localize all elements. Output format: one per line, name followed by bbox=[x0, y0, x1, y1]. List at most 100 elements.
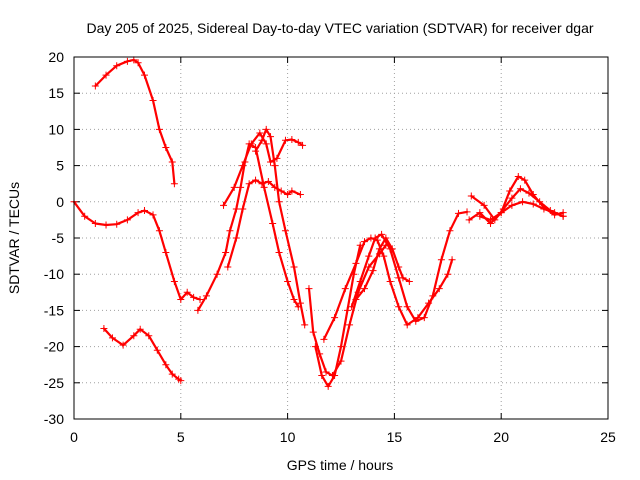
data-point bbox=[226, 227, 234, 235]
data-point bbox=[508, 201, 516, 209]
y-tick-label: 10 bbox=[48, 121, 64, 137]
y-tick-label: -10 bbox=[44, 266, 64, 282]
y-tick-label: 15 bbox=[48, 85, 64, 101]
y-tick-label: -15 bbox=[44, 302, 64, 318]
data-point bbox=[284, 277, 292, 285]
data-point bbox=[100, 325, 108, 332]
data-point bbox=[202, 292, 210, 300]
data-point bbox=[448, 256, 456, 264]
data-point bbox=[395, 274, 403, 282]
x-tick-label: 25 bbox=[600, 429, 616, 445]
data-point bbox=[162, 361, 170, 369]
data-point bbox=[252, 147, 260, 155]
data-point bbox=[521, 176, 529, 184]
series-pass-9 bbox=[311, 241, 364, 390]
data-point bbox=[275, 198, 283, 206]
data-point bbox=[232, 205, 240, 213]
data-point bbox=[134, 209, 142, 217]
x-tick-label: 0 bbox=[70, 429, 78, 445]
data-point bbox=[220, 201, 228, 209]
data-point bbox=[284, 191, 292, 199]
data-point bbox=[153, 346, 161, 354]
data-point bbox=[190, 293, 198, 301]
data-point bbox=[245, 180, 253, 188]
data-point bbox=[183, 288, 191, 296]
data-point bbox=[536, 198, 544, 206]
data-point bbox=[429, 292, 437, 300]
data-point bbox=[123, 57, 131, 65]
data-point bbox=[130, 332, 138, 340]
data-point bbox=[311, 343, 319, 351]
data-point bbox=[145, 332, 153, 340]
data-point bbox=[318, 372, 326, 380]
y-tick-label: 20 bbox=[48, 49, 64, 65]
data-point bbox=[331, 314, 339, 322]
data-point bbox=[360, 238, 368, 246]
data-point bbox=[559, 212, 567, 220]
data-point bbox=[551, 209, 559, 217]
data-point bbox=[412, 317, 420, 325]
x-tick-label: 5 bbox=[177, 429, 185, 445]
data-point bbox=[331, 372, 339, 380]
data-point bbox=[365, 263, 373, 271]
data-point bbox=[365, 252, 373, 260]
data-point bbox=[403, 321, 411, 329]
data-point bbox=[256, 129, 264, 137]
data-point bbox=[386, 277, 394, 285]
data-point bbox=[113, 220, 121, 228]
data-point bbox=[281, 136, 289, 144]
data-point bbox=[170, 277, 178, 285]
data-point bbox=[239, 162, 247, 170]
data-point bbox=[386, 245, 394, 253]
data-point bbox=[102, 71, 110, 79]
data-point bbox=[288, 136, 296, 144]
data-point bbox=[264, 178, 272, 186]
data-point bbox=[454, 209, 462, 217]
data-point bbox=[437, 256, 445, 264]
x-tick-label: 10 bbox=[280, 429, 296, 445]
data-point bbox=[352, 259, 360, 267]
data-point bbox=[529, 200, 537, 208]
series-line bbox=[470, 187, 565, 221]
data-point bbox=[168, 158, 176, 166]
data-point bbox=[130, 56, 138, 64]
series-line bbox=[226, 179, 302, 269]
data-point bbox=[275, 248, 283, 256]
data-point bbox=[395, 303, 403, 311]
data-point bbox=[506, 187, 514, 195]
data-point bbox=[290, 296, 298, 304]
data-point bbox=[296, 299, 304, 307]
data-point bbox=[324, 382, 332, 390]
data-point bbox=[299, 141, 307, 149]
data-point bbox=[309, 328, 317, 336]
data-point bbox=[380, 252, 388, 260]
series-line bbox=[254, 128, 306, 326]
series-pass-1 bbox=[91, 56, 178, 188]
data-point bbox=[341, 285, 349, 293]
data-point bbox=[237, 183, 245, 191]
series-pass-11 bbox=[352, 234, 413, 304]
series-pass-15 bbox=[476, 198, 567, 224]
data-point bbox=[258, 136, 266, 144]
data-point bbox=[108, 334, 116, 342]
data-point bbox=[230, 183, 238, 191]
data-point bbox=[119, 341, 127, 349]
data-point bbox=[155, 227, 163, 235]
data-point bbox=[305, 285, 313, 293]
y-tick-label: -25 bbox=[44, 375, 64, 391]
series-pass-5 bbox=[220, 129, 307, 209]
data-point bbox=[360, 285, 368, 293]
data-point bbox=[177, 296, 185, 304]
data-point bbox=[168, 370, 176, 378]
data-point bbox=[134, 59, 142, 67]
data-point bbox=[262, 140, 270, 148]
plot-frame bbox=[73, 56, 609, 420]
data-point bbox=[497, 209, 505, 217]
data-point bbox=[222, 248, 230, 256]
data-point bbox=[337, 343, 345, 351]
data-point bbox=[343, 306, 351, 314]
data-point bbox=[508, 194, 516, 202]
data-point bbox=[252, 176, 260, 184]
data-point bbox=[140, 71, 148, 79]
data-point bbox=[403, 303, 411, 311]
